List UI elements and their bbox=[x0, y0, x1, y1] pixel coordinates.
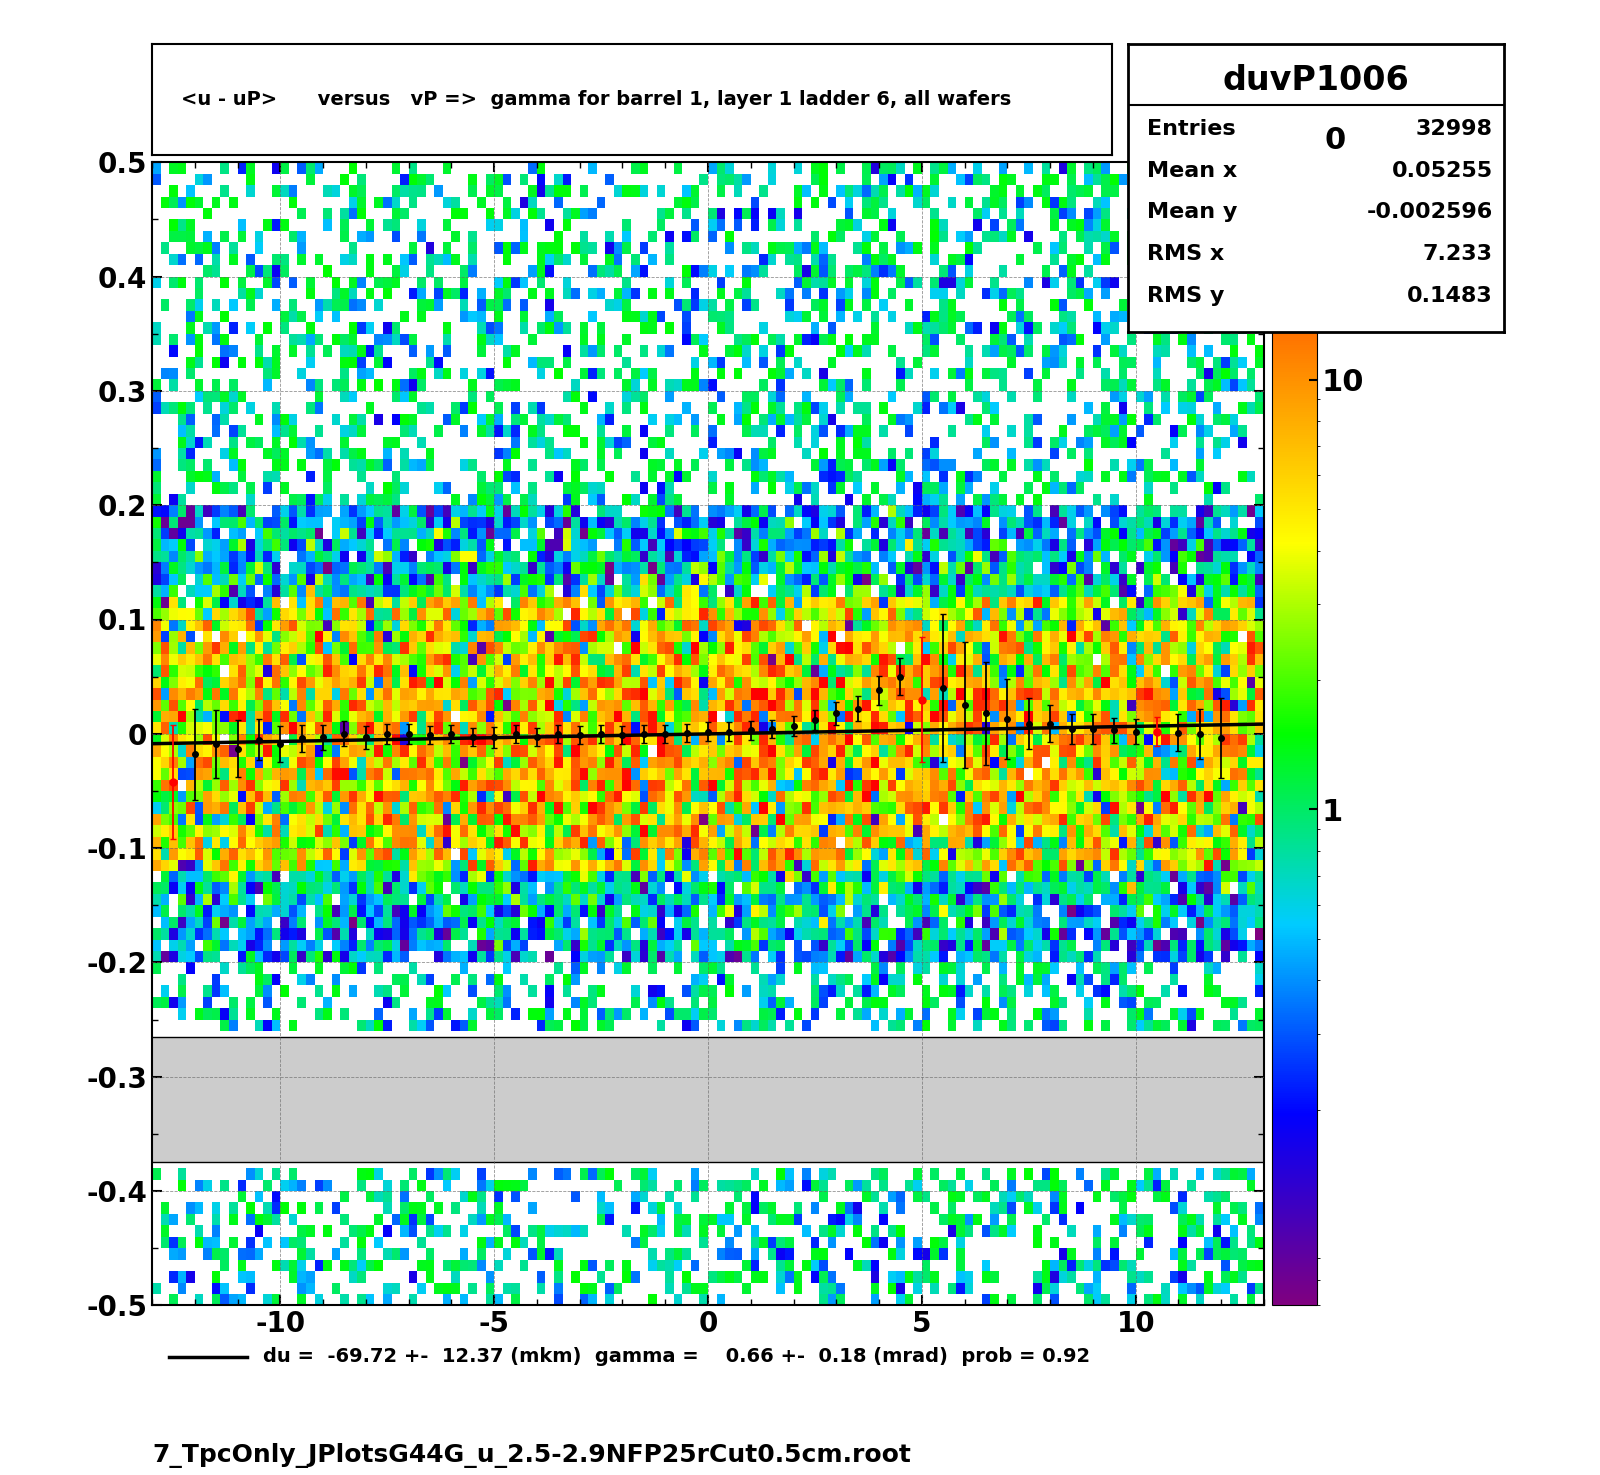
Text: duvP1006: duvP1006 bbox=[1222, 65, 1410, 97]
Text: 7.233: 7.233 bbox=[1422, 245, 1493, 264]
Bar bbox=[152, 1037, 1264, 1162]
Text: Mean y: Mean y bbox=[1147, 202, 1237, 223]
Text: 0.1483: 0.1483 bbox=[1406, 286, 1493, 305]
Text: 7_TpcOnly_JPlotsG44G_u_2.5-2.9NFP25rCut0.5cm.root: 7_TpcOnly_JPlotsG44G_u_2.5-2.9NFP25rCut0… bbox=[152, 1443, 910, 1468]
Text: RMS y: RMS y bbox=[1147, 286, 1224, 305]
Text: -0.002596: -0.002596 bbox=[1366, 202, 1493, 223]
Text: Mean x: Mean x bbox=[1147, 161, 1237, 181]
Text: RMS x: RMS x bbox=[1147, 245, 1224, 264]
Text: 0: 0 bbox=[1325, 125, 1346, 155]
Text: 0.05255: 0.05255 bbox=[1392, 161, 1493, 181]
Text: du =  -69.72 +-  12.37 (mkm)  gamma =    0.66 +-  0.18 (mrad)  prob = 0.92: du = -69.72 +- 12.37 (mkm) gamma = 0.66 … bbox=[262, 1348, 1090, 1366]
Text: <u - uP>      versus   vP =>  gamma for barrel 1, layer 1 ladder 6, all wafers: <u - uP> versus vP => gamma for barrel 1… bbox=[181, 90, 1011, 109]
Text: Entries: Entries bbox=[1147, 119, 1235, 139]
Text: 32998: 32998 bbox=[1416, 119, 1493, 139]
